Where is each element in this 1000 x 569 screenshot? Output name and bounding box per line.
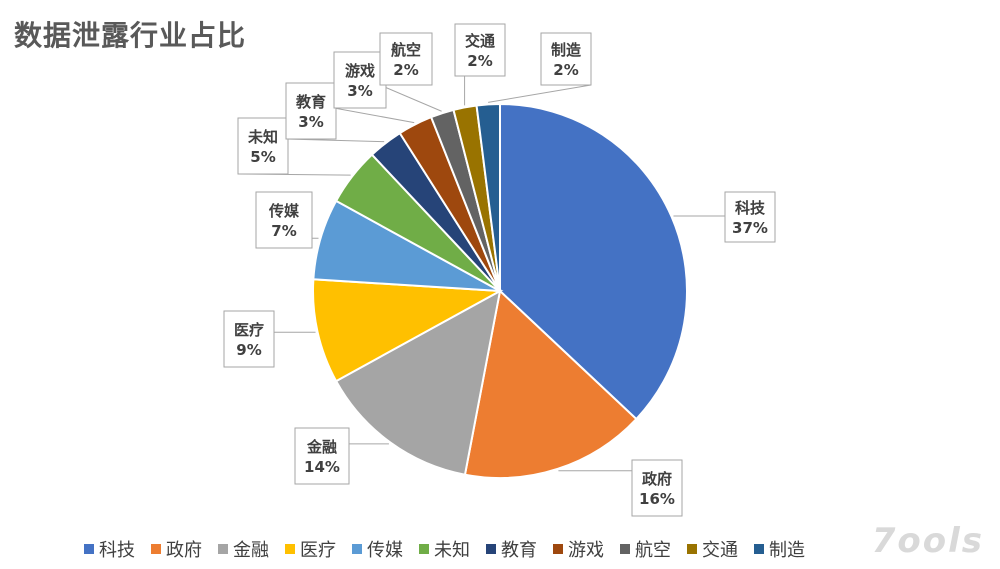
leader-line-7 (333, 107, 415, 124)
data-label-5: 未知 5% (237, 117, 289, 175)
data-label-4: 传媒 7% (255, 191, 313, 249)
data-label-percent: 7% (271, 222, 296, 240)
data-label-box (724, 191, 776, 243)
legend-item-7: 游戏 (553, 536, 604, 562)
legend-item-4: 传媒 (352, 536, 403, 562)
data-label-percent: 3% (298, 113, 323, 131)
watermark-logo: 7ools (871, 521, 984, 561)
leader-line-8 (379, 84, 442, 112)
legend-item-2: 金融 (218, 536, 269, 562)
data-label-percent: 37% (732, 219, 768, 237)
legend-item-5: 未知 (419, 536, 470, 562)
legend-swatch (419, 544, 429, 554)
data-label-6: 教育 3% (285, 82, 337, 140)
legend-swatch (218, 544, 228, 554)
data-label-category: 航空 (391, 41, 421, 59)
data-label-box (454, 23, 506, 77)
data-label-percent: 3% (347, 82, 372, 100)
data-label-10: 制造 2% (540, 32, 592, 86)
data-label-percent: 9% (236, 341, 261, 359)
data-label-box (631, 459, 683, 517)
data-label-category: 游戏 (345, 62, 375, 80)
data-label-box (540, 32, 592, 86)
data-label-category: 交通 (465, 32, 495, 50)
legend-item-10: 制造 (754, 536, 805, 562)
data-label-0: 科技 37% (724, 191, 776, 243)
legend-item-8: 航空 (620, 536, 671, 562)
data-label-category: 教育 (295, 93, 326, 111)
legend-label: 金融 (233, 540, 269, 561)
data-label-category: 政府 (642, 470, 672, 488)
pie-slice-10 (475, 102, 501, 292)
pie-slice-3 (312, 278, 504, 383)
data-label-2: 金融 14% (294, 427, 350, 485)
legend-swatch (352, 544, 362, 554)
legend-swatch (553, 544, 563, 554)
legend-label: 政府 (166, 540, 202, 561)
leader-line-10 (488, 84, 592, 103)
data-label-box (237, 117, 289, 175)
data-label-category: 制造 (551, 41, 581, 59)
legend: 科技 政府 金融 医疗 传媒 未知 教育 游戏 航空 交通 制造 (84, 537, 924, 561)
data-label-category: 科技 (735, 199, 766, 217)
data-label-category: 未知 (247, 128, 278, 146)
chart-title: 数据泄露行业占比 (14, 19, 247, 52)
pie-slice-2 (334, 289, 502, 476)
data-label-7: 游戏 3% (333, 51, 387, 109)
data-label-box (223, 310, 275, 368)
legend-label: 传媒 (367, 540, 403, 561)
legend-label: 制造 (769, 540, 805, 561)
data-label-8: 航空 2% (379, 32, 433, 86)
legend-swatch (151, 544, 161, 554)
data-label-box (285, 82, 337, 140)
data-label-1: 政府 16% (631, 459, 683, 517)
legend-swatch (687, 544, 697, 554)
data-label-percent: 14% (304, 458, 340, 476)
legend-label: 医疗 (300, 540, 336, 561)
legend-swatch (84, 544, 94, 554)
legend-item-9: 交通 (687, 536, 738, 562)
data-label-percent: 5% (250, 148, 275, 166)
data-label-category: 传媒 (268, 202, 300, 220)
legend-label: 未知 (434, 540, 470, 561)
data-label-category: 金融 (306, 438, 337, 456)
legend-swatch (620, 544, 630, 554)
data-label-box (294, 427, 350, 485)
data-label-box (255, 191, 313, 249)
data-label-box (379, 32, 433, 86)
data-label-category: 医疗 (234, 321, 264, 339)
legend-swatch (285, 544, 295, 554)
data-label-3: 医疗 9% (223, 310, 275, 368)
legend-item-3: 医疗 (285, 536, 336, 562)
data-label-percent: 2% (553, 61, 578, 79)
data-label-percent: 2% (393, 61, 418, 79)
legend-item-0: 科技 (84, 536, 135, 562)
legend-label: 科技 (99, 540, 135, 561)
legend-swatch (754, 544, 764, 554)
data-label-percent: 16% (639, 490, 675, 508)
legend-label: 教育 (501, 540, 537, 561)
legend-label: 游戏 (568, 540, 604, 561)
legend-item-1: 政府 (151, 536, 202, 562)
pie-slice-1 (463, 289, 638, 479)
legend-label: 交通 (702, 540, 738, 561)
legend-swatch (486, 544, 496, 554)
pie-slice-0 (499, 102, 688, 421)
data-label-percent: 2% (467, 52, 492, 70)
legend-label: 航空 (635, 540, 671, 561)
legend-item-6: 教育 (486, 536, 537, 562)
data-label-9: 交通 2% (454, 23, 506, 77)
